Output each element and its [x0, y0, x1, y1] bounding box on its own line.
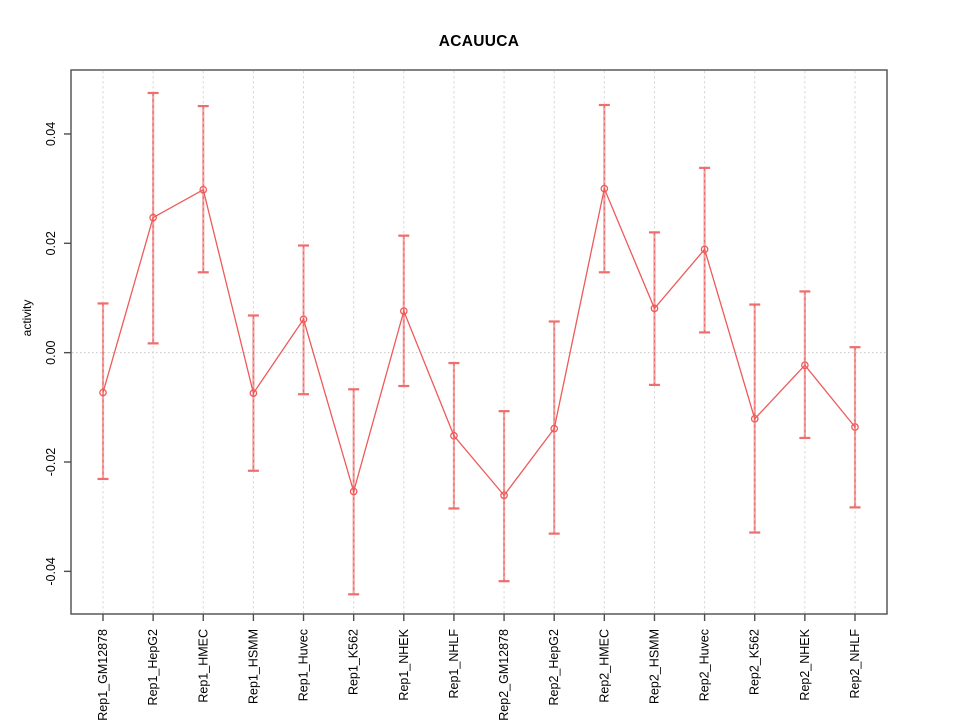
x-tick-label: Rep1_Huvec	[297, 629, 311, 701]
x-tick-label: Rep1_NHEK	[397, 628, 411, 700]
data-point-marker	[399, 307, 408, 315]
data-point-marker	[801, 361, 809, 370]
data-point-marker	[450, 431, 458, 440]
data-point-marker	[349, 487, 358, 496]
x-tick-label: Rep2_K562	[748, 629, 762, 695]
x-tick-label: Rep1_GM12878	[96, 629, 110, 720]
x-tick-label: Rep1_HSMM	[246, 629, 260, 704]
data-point-marker	[750, 414, 759, 423]
data-point-marker	[851, 423, 859, 431]
x-tick-label: Rep1_K562	[347, 629, 361, 695]
x-tick-label: Rep2_HepG2	[547, 629, 561, 705]
data-point-marker	[99, 388, 107, 397]
y-tick-label: 0.04	[44, 122, 58, 146]
data-line	[102, 186, 856, 497]
chart-title: ACAUUCA	[438, 33, 520, 50]
data-point-marker	[550, 424, 559, 433]
data-point-marker	[600, 184, 609, 193]
plot-border	[70, 69, 888, 615]
y-tick-label: -0.02	[44, 448, 58, 477]
x-tick-label: Rep2_HMEC	[597, 629, 611, 703]
y-tick-label: 0.00	[44, 340, 58, 364]
data-point-marker	[199, 185, 208, 194]
x-tick-label: Rep1_NHLF	[447, 629, 461, 699]
x-tick-label: Rep2_Huvec	[698, 629, 712, 701]
x-tick-label: Rep2_NHEK	[798, 628, 812, 700]
x-tick-label: Rep2_NHLF	[848, 629, 862, 699]
y-tick-label: -0.04	[44, 557, 58, 586]
x-tick-label: Rep1_HepG2	[146, 629, 160, 705]
data-point-marker	[299, 315, 308, 324]
y-tick-label: 0.02	[44, 231, 58, 255]
x-tick-label: Rep1_HMEC	[196, 629, 210, 703]
data-point-marker	[249, 389, 258, 397]
data-point-marker	[500, 491, 508, 500]
x-tick-label: Rep2_GM12878	[497, 629, 511, 720]
data-point-marker	[149, 213, 157, 222]
data-point-marker	[700, 245, 709, 254]
data-point-marker	[650, 304, 659, 313]
x-tick-label: Rep2_HSMM	[647, 629, 661, 704]
